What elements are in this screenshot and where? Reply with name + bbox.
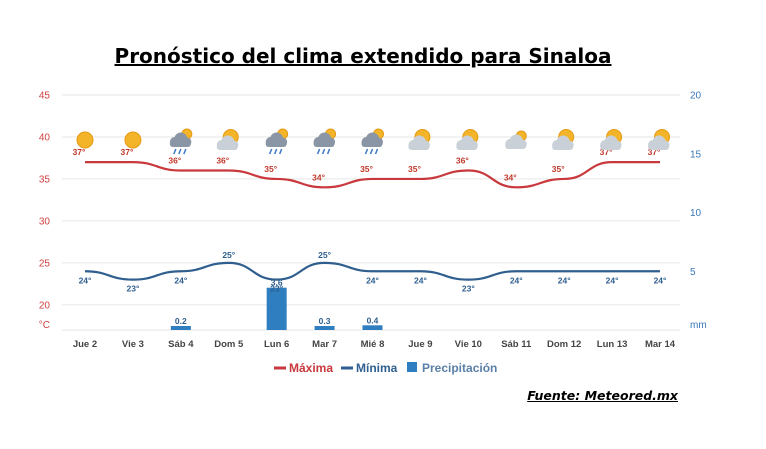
x-tick-label: Vie 10 <box>455 339 482 350</box>
y-right-tick-label: 20 <box>690 91 702 102</box>
min-data-label: 24° <box>174 275 187 285</box>
grid-lines <box>62 94 680 331</box>
legend-label: Máxima <box>289 361 333 375</box>
y-left-tick-label: 45 <box>39 91 51 102</box>
max-data-label: 36° <box>216 156 229 166</box>
legend-label: Mínima <box>356 361 398 375</box>
y-left-unit: °C <box>39 320 50 331</box>
precip-label: 0.4 <box>367 315 379 325</box>
legend-item: Precipitación <box>407 361 497 375</box>
series-line-min <box>84 261 660 281</box>
y-left-tick-label: 40 <box>39 132 51 143</box>
storm-cloud-icon <box>361 128 384 155</box>
y-left-tick-label: 25 <box>39 258 51 269</box>
y-right-unit: mm <box>690 320 707 331</box>
legend: Máxima Mínima Precipitación <box>274 361 497 375</box>
legend-item: Máxima <box>274 361 333 375</box>
max-data-label: 37° <box>648 147 661 157</box>
precip-label: 3.6 <box>271 278 283 288</box>
precip-bar <box>170 326 191 330</box>
max-data-label: 34° <box>504 172 517 182</box>
precip-bar <box>266 287 287 330</box>
min-data-label: 25° <box>318 250 331 260</box>
y-left-tick-label: 35 <box>39 174 51 185</box>
max-data-label: 36° <box>168 156 181 166</box>
x-tick-label: Mar 14 <box>645 339 676 350</box>
max-data-label: 37° <box>73 147 86 157</box>
max-data-label: 34° <box>312 172 325 182</box>
x-tick-label: Dom 5 <box>214 339 244 350</box>
min-data-label: 23° <box>462 284 475 294</box>
sun-cloud-icon <box>456 129 479 150</box>
min-data-label: 24° <box>414 275 427 285</box>
sun-icon <box>76 131 94 149</box>
sun-cloud-icon <box>552 129 575 150</box>
min-data-label: 24° <box>510 275 523 285</box>
storm-cloud-icon <box>313 128 337 155</box>
sun-cloud-icon <box>600 129 623 150</box>
min-data-label: 24° <box>558 275 571 285</box>
x-tick-label: Sáb 4 <box>168 339 194 350</box>
precip-bar <box>314 326 335 330</box>
max-data-label: 37° <box>600 147 613 157</box>
source-link[interactable]: Fuente: Meteored.mx <box>527 388 678 403</box>
y-right-tick-label: 5 <box>690 267 696 278</box>
sun-icon <box>124 131 142 149</box>
min-data-label: 24° <box>606 275 619 285</box>
x-tick-label: Lun 6 <box>264 339 289 350</box>
x-tick-label: Lun 13 <box>597 339 628 350</box>
max-data-label: 37° <box>120 147 133 157</box>
precip-label: 0.2 <box>175 316 187 326</box>
chart-title: Pronóstico del clima extendido para Sina… <box>114 44 612 68</box>
x-tick-label: Sáb 11 <box>501 339 532 350</box>
max-data-label: 35° <box>264 164 277 174</box>
y-right-tick-label: 15 <box>690 149 702 160</box>
precip-label: 0.3 <box>319 316 331 326</box>
x-tick-label: Dom 12 <box>547 339 581 350</box>
cloud-icon <box>505 130 527 149</box>
min-data-label: 25° <box>222 250 235 260</box>
x-tick-label: Vie 3 <box>122 339 144 350</box>
max-data-label: 36° <box>456 156 469 166</box>
legend-label: Precipitación <box>422 361 497 375</box>
min-data-label: 24° <box>366 275 379 285</box>
y-right-tick-label: 10 <box>690 208 702 219</box>
min-data-label: 24° <box>79 275 92 285</box>
x-tick-label: Mié 8 <box>361 339 385 350</box>
min-data-label: 23° <box>126 284 139 294</box>
min-data-label: 23° <box>270 284 283 294</box>
sun-cloud-icon <box>408 129 431 150</box>
precip-bar <box>362 325 383 330</box>
x-tick-label: Jue 9 <box>408 339 432 350</box>
storm-cloud-icon <box>265 128 289 155</box>
sun-cloud-icon <box>648 129 670 150</box>
legend-swatch <box>407 362 417 372</box>
series-line-max <box>84 161 660 189</box>
max-data-label: 35° <box>552 164 565 174</box>
y-left-tick-label: 30 <box>39 216 51 227</box>
x-tick-label: Mar 7 <box>312 339 337 350</box>
max-data-label: 35° <box>360 164 373 174</box>
min-data-label: 24° <box>654 275 667 285</box>
y-left-tick-label: 20 <box>39 300 51 311</box>
max-data-label: 35° <box>408 164 421 174</box>
x-tick-label: Jue 2 <box>73 339 97 350</box>
legend-item: Mínima <box>341 361 398 375</box>
storm-cloud-icon <box>169 128 193 155</box>
sun-cloud-icon <box>216 129 239 150</box>
